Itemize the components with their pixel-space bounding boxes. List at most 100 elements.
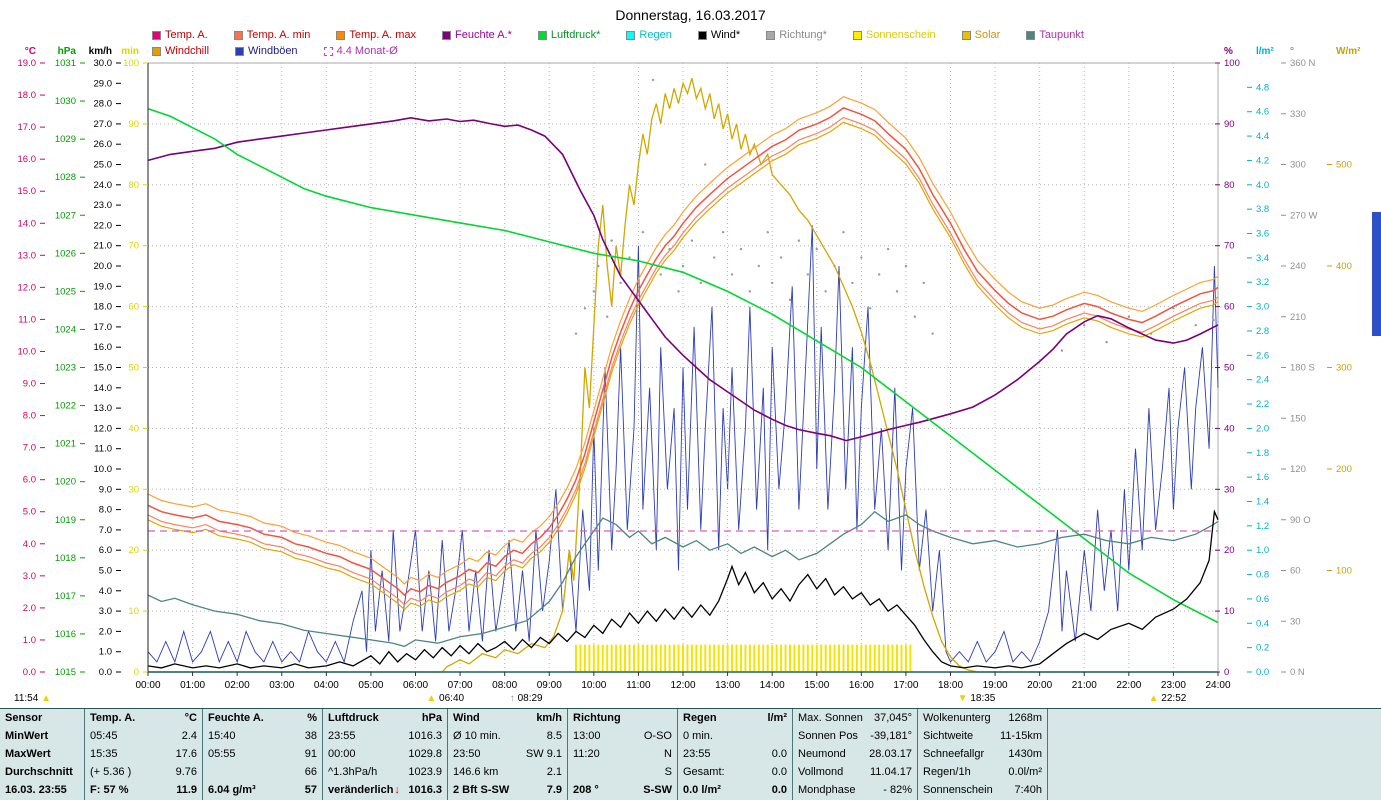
series-dir_dots — [713, 256, 716, 259]
series-dir_dots — [770, 281, 774, 285]
table-cell: 16.03. 23:55 — [5, 784, 67, 796]
axis-label-kmh: 8.0 — [99, 505, 112, 516]
table-cell: Sonnen Pos -39,181° — [798, 730, 912, 742]
table-header: Wind km/h — [453, 712, 562, 724]
axis-label-lm2: 0.0 — [1256, 667, 1269, 678]
table-cell: Ø 10 min. 8.5 — [453, 730, 562, 742]
legend-swatch — [152, 30, 161, 40]
axis-label-hpa: 1017 — [55, 591, 76, 602]
axis-label-lm2: 1.2 — [1256, 521, 1269, 532]
x-axis-label: 07:00 — [448, 680, 473, 691]
legend-label: Sonnenschein — [865, 29, 936, 41]
axis-label-dir: 30 — [1290, 616, 1301, 627]
table-cell: Sonnenschein 7:40h — [923, 784, 1042, 796]
table-cell: 0.0 l/m² 0.0 — [683, 784, 787, 796]
table-cell: Max. Sonnen 37,045° — [798, 712, 912, 724]
axis-label-lm2: 4.4 — [1256, 131, 1269, 142]
axis-header-min: min — [121, 46, 139, 57]
axis-label-lm2: 3.8 — [1256, 204, 1269, 215]
series-dir_dots — [1194, 324, 1197, 327]
x-axis-label: 19:00 — [983, 680, 1008, 691]
x-axis-label: 21:00 — [1072, 680, 1097, 691]
legend-item-wind: Wind* — [697, 29, 740, 41]
axis-label-temp: 0.0 — [23, 667, 36, 678]
axis-label-lm2: 4.8 — [1256, 82, 1269, 93]
axis-label-hpa: 1019 — [55, 515, 76, 526]
series-dir_dots — [1105, 340, 1108, 344]
table-cell: Sichtweite 11-15km — [923, 730, 1042, 742]
axis-label-lm2: 2.8 — [1256, 326, 1269, 337]
series-pressure — [147, 107, 1219, 624]
series-dir_dots — [806, 273, 810, 276]
x-axis-label: 05:00 — [358, 680, 383, 691]
axis-label-kmh: 22.0 — [94, 220, 113, 231]
axis-label-dir: 0 N — [1290, 667, 1305, 678]
x-axis-label: 15:00 — [804, 680, 829, 691]
series-dir_dots — [730, 273, 734, 276]
legend-swatch — [233, 30, 243, 40]
series-dir_dots — [748, 290, 752, 293]
series-temp — [147, 107, 1219, 597]
table-cell: Wolkenunterg 1268m — [923, 712, 1042, 724]
axis-label-hpa: 1018 — [55, 553, 76, 564]
legend-row-2: Windchill Windböen 4.4 Monat-Ø — [152, 45, 398, 57]
table-column-richtung: Richtung 13:00 O-SO 11:20 N S 208 ° S-SW — [568, 709, 678, 800]
legend-swatch — [152, 46, 161, 56]
legend-label: Luftdruck* — [550, 29, 601, 41]
axis-label-lm2: 0.8 — [1256, 570, 1269, 581]
x-axis-label: 17:00 — [893, 680, 918, 691]
table-spacer — [1048, 709, 1381, 800]
series-dir_dots — [851, 281, 854, 285]
axis-label-wm2: 500 — [1336, 160, 1352, 171]
table-cell: 208 ° S-SW — [573, 784, 672, 796]
sunrise-marker: ▲ 06:40 — [426, 693, 464, 704]
series-dir_dots — [574, 332, 578, 335]
axis-label-kmh: 30.0 — [94, 58, 113, 69]
series-dir_dots — [606, 315, 609, 318]
axis-label-kmh: 27.0 — [94, 119, 113, 130]
legend-label: Temp. A. — [165, 29, 208, 41]
legend-label: Windböen — [248, 45, 298, 57]
axis-label-wm2: 100 — [1336, 566, 1352, 577]
x-axis-label: 16:00 — [849, 680, 874, 691]
axis-label-kmh: 0.0 — [99, 667, 112, 678]
axis-label-min: 100 — [123, 58, 139, 69]
table-column-luftdruck: Luftdruck hPa 23:55 1016.3 00:00 1029.8 ^1.3hP… — [323, 709, 448, 800]
series-temp_max — [147, 96, 1219, 585]
axis-label-kmh: 16.0 — [94, 342, 113, 353]
table-column-sensor: Sensor MinWert MaxWert Durchschnitt 16.03. 2… — [0, 709, 85, 800]
axis-label-kmh: 18.0 — [94, 302, 113, 313]
sunset-marker: ▼ 18:35 — [958, 693, 996, 704]
axis-label-kmh: 21.0 — [94, 241, 113, 252]
table-cell: ^1.3hPa/h 1023.9 — [328, 766, 442, 778]
axis-label-min: 30 — [128, 484, 139, 495]
series-dir_dots — [1212, 318, 1215, 322]
series-gusts — [147, 225, 1219, 664]
legend-label: Taupunkt — [1039, 29, 1084, 41]
legend-label: Temp. A. min — [246, 29, 311, 41]
x-axis-label: 10:00 — [581, 680, 606, 691]
axis-label-kmh: 26.0 — [94, 139, 113, 150]
axis-label-temp: 13.0 — [18, 250, 37, 261]
x-axis-label: 03:00 — [269, 680, 294, 691]
table-cell: Mondphase - 82% — [798, 784, 912, 796]
legend-swatch — [626, 30, 636, 40]
axis-label-pct: 70 — [1224, 241, 1235, 252]
axis-label-temp: 7.0 — [23, 443, 36, 454]
axis-label-lm2: 4.2 — [1256, 155, 1269, 166]
series-dir_dots — [619, 281, 622, 285]
axis-label-temp: 18.0 — [18, 90, 37, 101]
series-dewpoint — [147, 510, 1219, 648]
axis-label-min: 50 — [128, 363, 139, 374]
legend-swatch — [442, 30, 452, 40]
axis-label-hpa: 1031 — [55, 58, 76, 69]
axis-label-pct: 60 — [1224, 302, 1235, 313]
axis-label-lm2: 0.6 — [1256, 594, 1269, 605]
legend-item-temp-a-max: Temp. A. max — [336, 29, 416, 41]
table-column-extra-7: Max. Sonnen 37,045° Sonnen Pos -39,181° Neum… — [793, 709, 918, 800]
x-axis-label: 12:00 — [670, 680, 695, 691]
legend-label: Richtung* — [779, 29, 827, 41]
weather-chart: °C19.018.017.016.015.014.013.012.011.010… — [14, 46, 1361, 704]
series-dir_dots — [1060, 349, 1064, 352]
series-dir_dots — [690, 239, 694, 242]
